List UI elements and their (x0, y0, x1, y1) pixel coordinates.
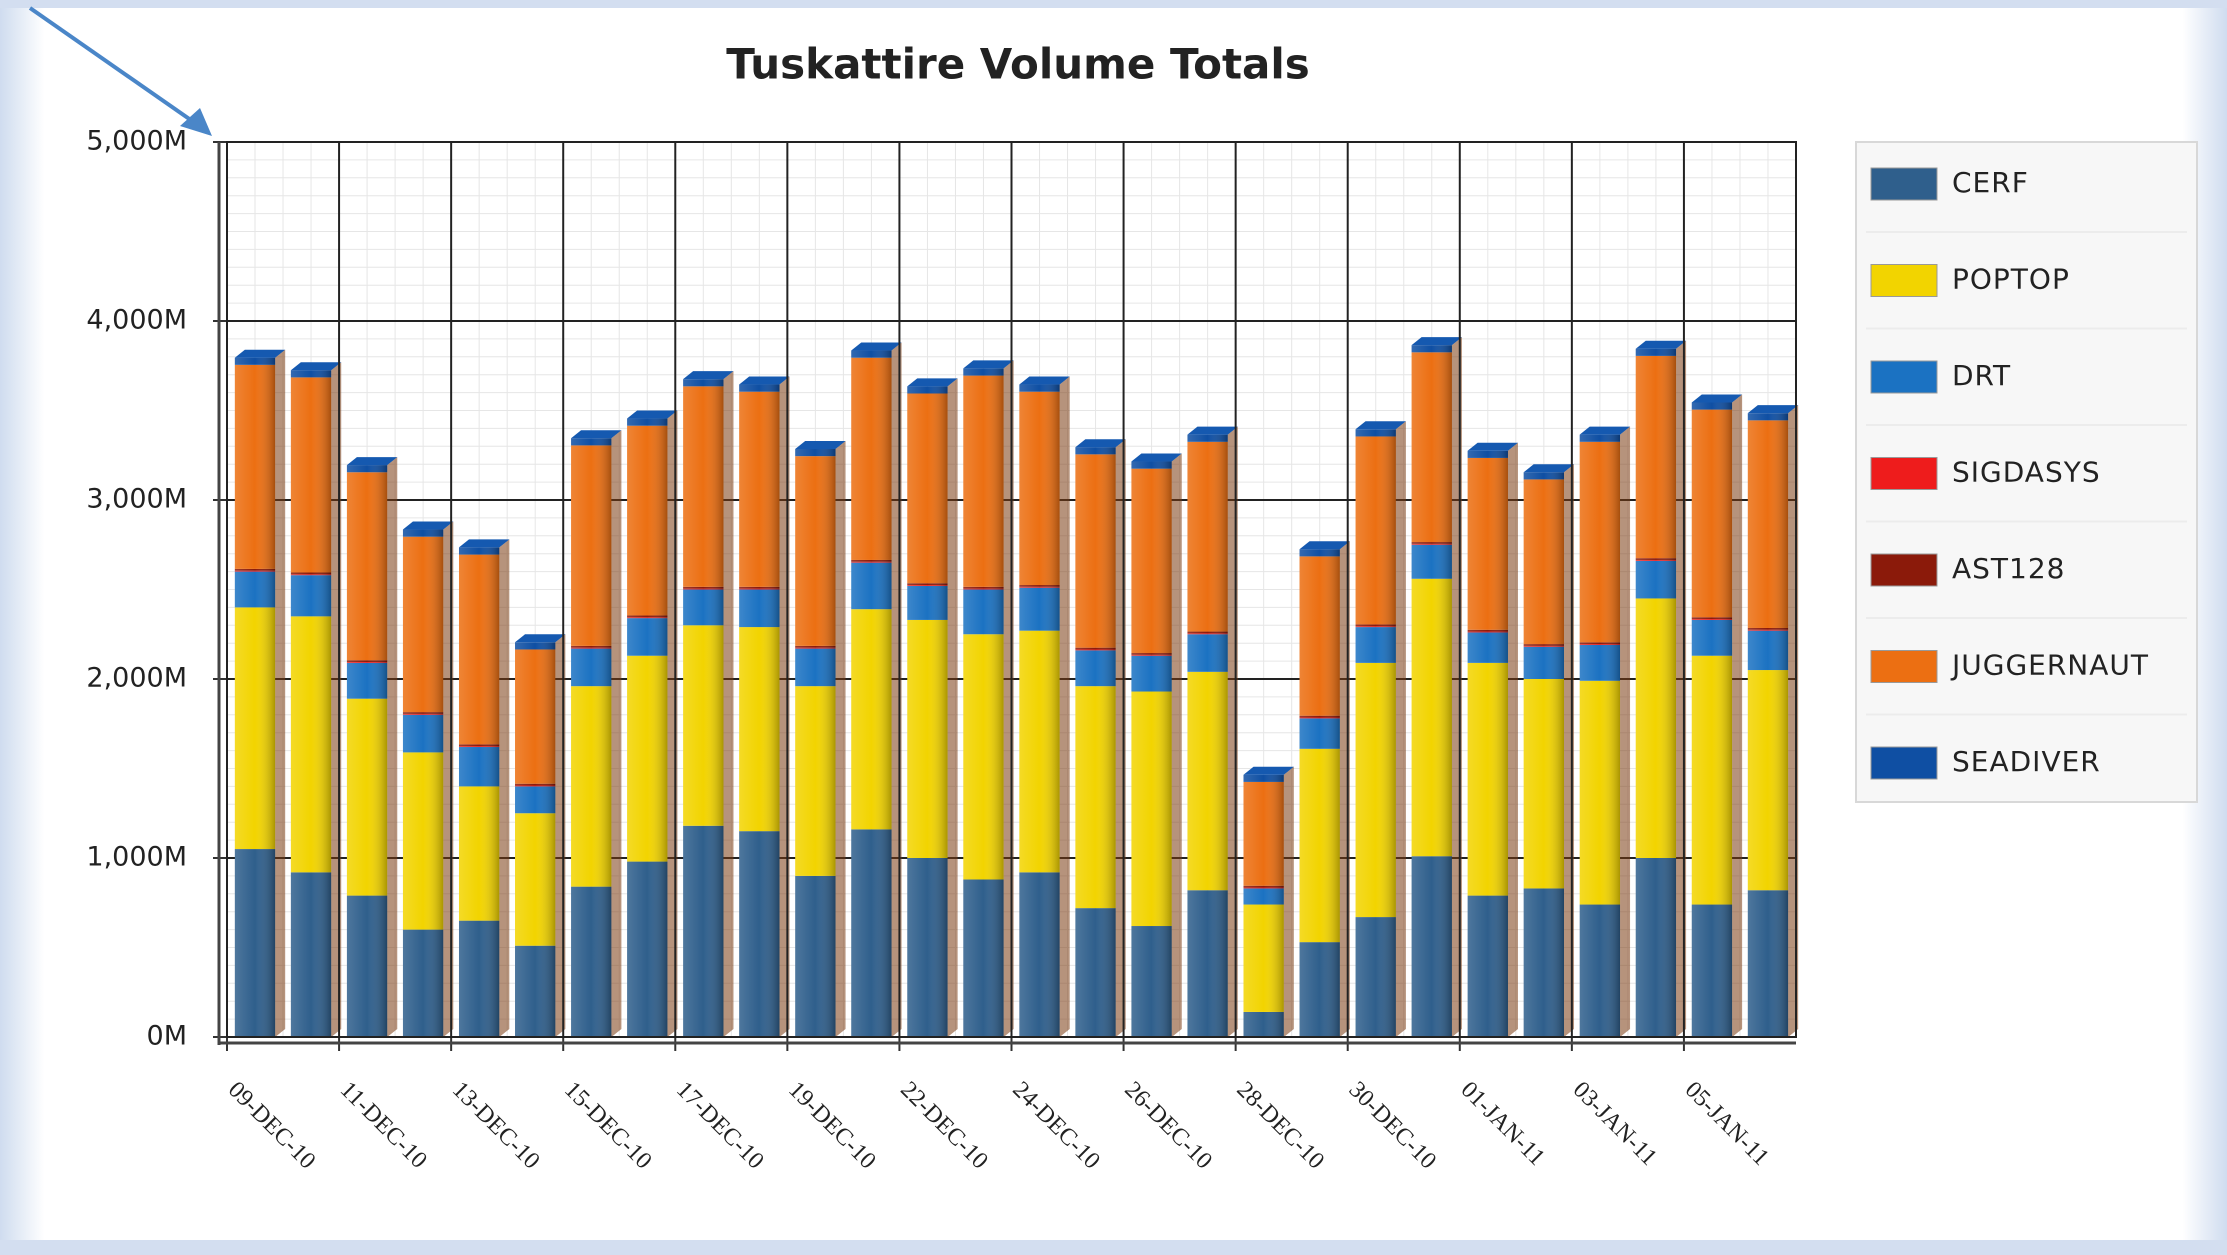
bar-shade (1411, 345, 1452, 1037)
bar-shade (851, 350, 892, 1037)
bar-top (795, 440, 846, 449)
bar-side (1059, 376, 1070, 1037)
legend-swatch (1870, 650, 1938, 683)
bar-top (851, 342, 902, 351)
bar-top (515, 634, 566, 643)
legend-swatch (1870, 360, 1938, 394)
bar-top (346, 457, 398, 466)
legend-swatch (1870, 553, 1938, 587)
bar-side (723, 371, 734, 1037)
bar-top (234, 349, 286, 358)
bar-shade (1691, 402, 1733, 1037)
bar-top (1355, 421, 1406, 430)
legend-swatch (1870, 264, 1938, 297)
bar-shade (963, 368, 1004, 1037)
bar-top (1747, 405, 1799, 414)
bar-top (739, 376, 790, 385)
y-tick-label: 0M (147, 1021, 187, 1052)
bar-shade (1635, 348, 1677, 1037)
bar-side (1395, 421, 1406, 1037)
bar-side (275, 349, 286, 1037)
bar-shade (1467, 450, 1508, 1037)
bar-top (963, 360, 1014, 369)
y-tick-label: 4,000M (86, 305, 187, 336)
bar-side (1171, 453, 1182, 1037)
bar-shade (1075, 447, 1116, 1037)
bar-top (1299, 541, 1350, 550)
chart-title: Tuskattire Volume Totals (726, 40, 1310, 89)
bar-top (290, 362, 342, 371)
bar-side (1732, 394, 1743, 1037)
bar-top (1075, 439, 1126, 448)
legend-label: DRT (1952, 359, 2011, 392)
bar-top (907, 378, 958, 387)
legend-swatch (1870, 457, 1938, 490)
bar-top (1635, 340, 1687, 349)
bar-shade (402, 529, 444, 1037)
bar-top (1019, 376, 1070, 385)
bar-shade (1299, 549, 1340, 1037)
bar-shade (515, 642, 556, 1037)
bar-shade (683, 379, 724, 1037)
y-tick-label: 5,000M (86, 126, 187, 157)
bar-top (1523, 464, 1575, 473)
y-tick-label: 3,000M (86, 484, 187, 515)
plot-frame (226, 141, 1797, 1038)
bar-top (1691, 394, 1743, 403)
bar-shade (1243, 774, 1284, 1037)
bar-side (835, 440, 846, 1037)
pointer-arrowhead (180, 108, 212, 136)
bar-shade (1355, 429, 1396, 1037)
bar-shade (1187, 434, 1228, 1037)
legend-label: SEADIVER (1952, 745, 2101, 778)
pointer-arrow (28, 6, 210, 134)
bar-shade (795, 448, 836, 1037)
legend-label: CERF (1952, 166, 2029, 199)
bar-side (611, 430, 622, 1037)
y-tick-label: 1,000M (86, 842, 187, 873)
bar-shade (571, 438, 612, 1037)
legend-swatch (1870, 167, 1938, 201)
legend-label: POPTOP (1952, 263, 2070, 296)
legend-swatch (1870, 746, 1938, 780)
bar-top (1187, 426, 1238, 435)
bar-top (1131, 453, 1182, 462)
bar-shade (1579, 434, 1621, 1037)
legend-label: AST128 (1952, 552, 2065, 585)
bar-side (387, 457, 398, 1038)
bar-shade (234, 357, 276, 1037)
bar-shade (346, 465, 388, 1038)
bar-side (499, 539, 510, 1037)
y-tick-label: 2,000M (86, 663, 187, 694)
bar-shade (458, 547, 500, 1037)
bar-shade (290, 370, 332, 1038)
bar-top (1579, 426, 1631, 435)
top-strip (0, 0, 2227, 8)
bar-top (1467, 442, 1518, 451)
bar-side (1283, 766, 1294, 1037)
bar-top (683, 371, 734, 380)
bar-side (1620, 426, 1631, 1037)
bottom-strip (0, 1240, 2227, 1255)
bar-top (402, 521, 454, 530)
bar-top (1411, 337, 1462, 346)
bar-shade (1019, 384, 1060, 1037)
bar-shade (1131, 461, 1172, 1037)
bar-side (947, 378, 958, 1038)
bar-shade (739, 384, 780, 1037)
legend-label: SIGDASYS (1952, 456, 2101, 489)
bar-shade (627, 418, 668, 1037)
bar-top (627, 410, 678, 419)
bar-shade (907, 386, 948, 1038)
bar-side (1507, 442, 1518, 1037)
bar-shade (1523, 472, 1565, 1037)
bar-shade (1747, 413, 1789, 1037)
legend-label: JUGGERNAUT (1950, 649, 2149, 682)
bar-top (1243, 766, 1294, 775)
bar-top (571, 430, 622, 439)
bar-top (458, 539, 510, 548)
